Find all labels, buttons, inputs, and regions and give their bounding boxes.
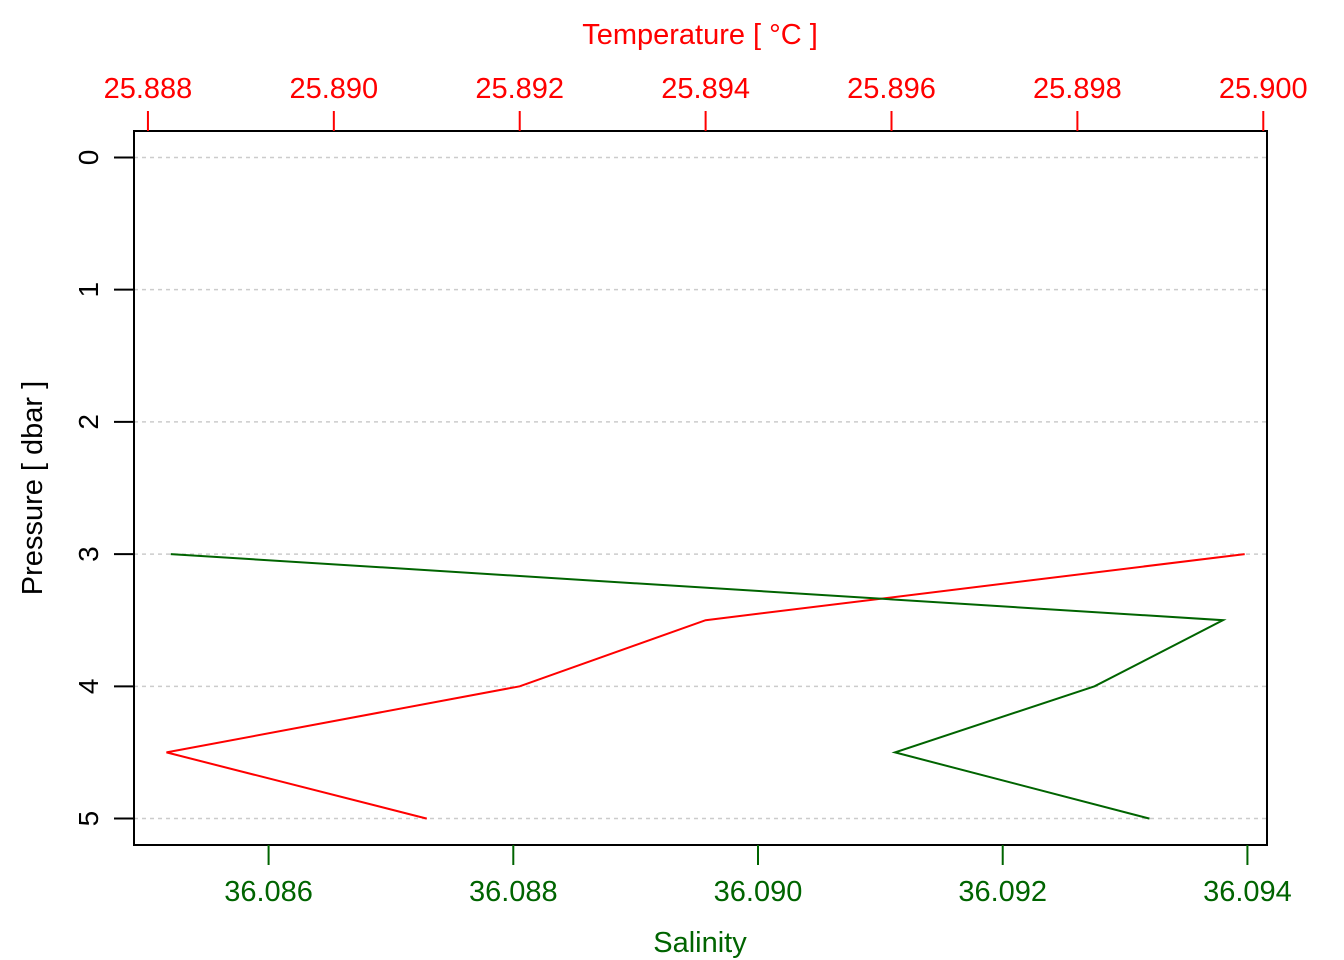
pressure-tick-label: 1 [73,282,104,298]
salinity-tick-label: 36.092 [958,876,1047,908]
temperature-tick-label: 25.896 [847,73,936,105]
temperature-tick-label: 25.888 [104,73,193,105]
temperature-tick-label: 25.898 [1033,73,1122,105]
temperature-tick-label: 25.900 [1219,73,1308,105]
temperature-axis: 25.888 25.890 25.892 25.894 25.896 25.898 25.9… [104,73,1308,131]
temperature-axis-label: Temperature [ °C ] [582,19,818,51]
pressure-tick-label: 0 [73,150,104,166]
pressure-tick-label: 3 [73,546,104,562]
salinity-tick-label: 36.088 [469,876,558,908]
salinity-tick-label: 36.086 [224,876,313,908]
temperature-tick-label: 25.892 [475,73,564,105]
salinity-tick-label: 36.090 [714,876,803,908]
temperature-tick-label: 25.894 [661,73,750,105]
pressure-tick-label: 2 [73,414,104,430]
temperature-tick-label: 25.890 [289,73,378,105]
pressure-axis-label: Pressure [ dbar ] [17,381,49,595]
series-lines [166,553,1245,820]
pressure-tick-label: 4 [73,679,104,695]
salinity-axis: 36.086 36.088 36.090 36.092 36.094 [224,845,1292,908]
salinity-axis-label: Salinity [653,927,747,959]
salinity-tick-label: 36.094 [1203,876,1292,908]
plot-frame [133,130,1268,846]
pressure-axis: 0 1 2 3 4 5 [73,150,134,827]
pressure-tick-label: 5 [73,811,104,827]
grid-lines [134,156,1267,820]
salinity-profile-line [170,553,1227,820]
